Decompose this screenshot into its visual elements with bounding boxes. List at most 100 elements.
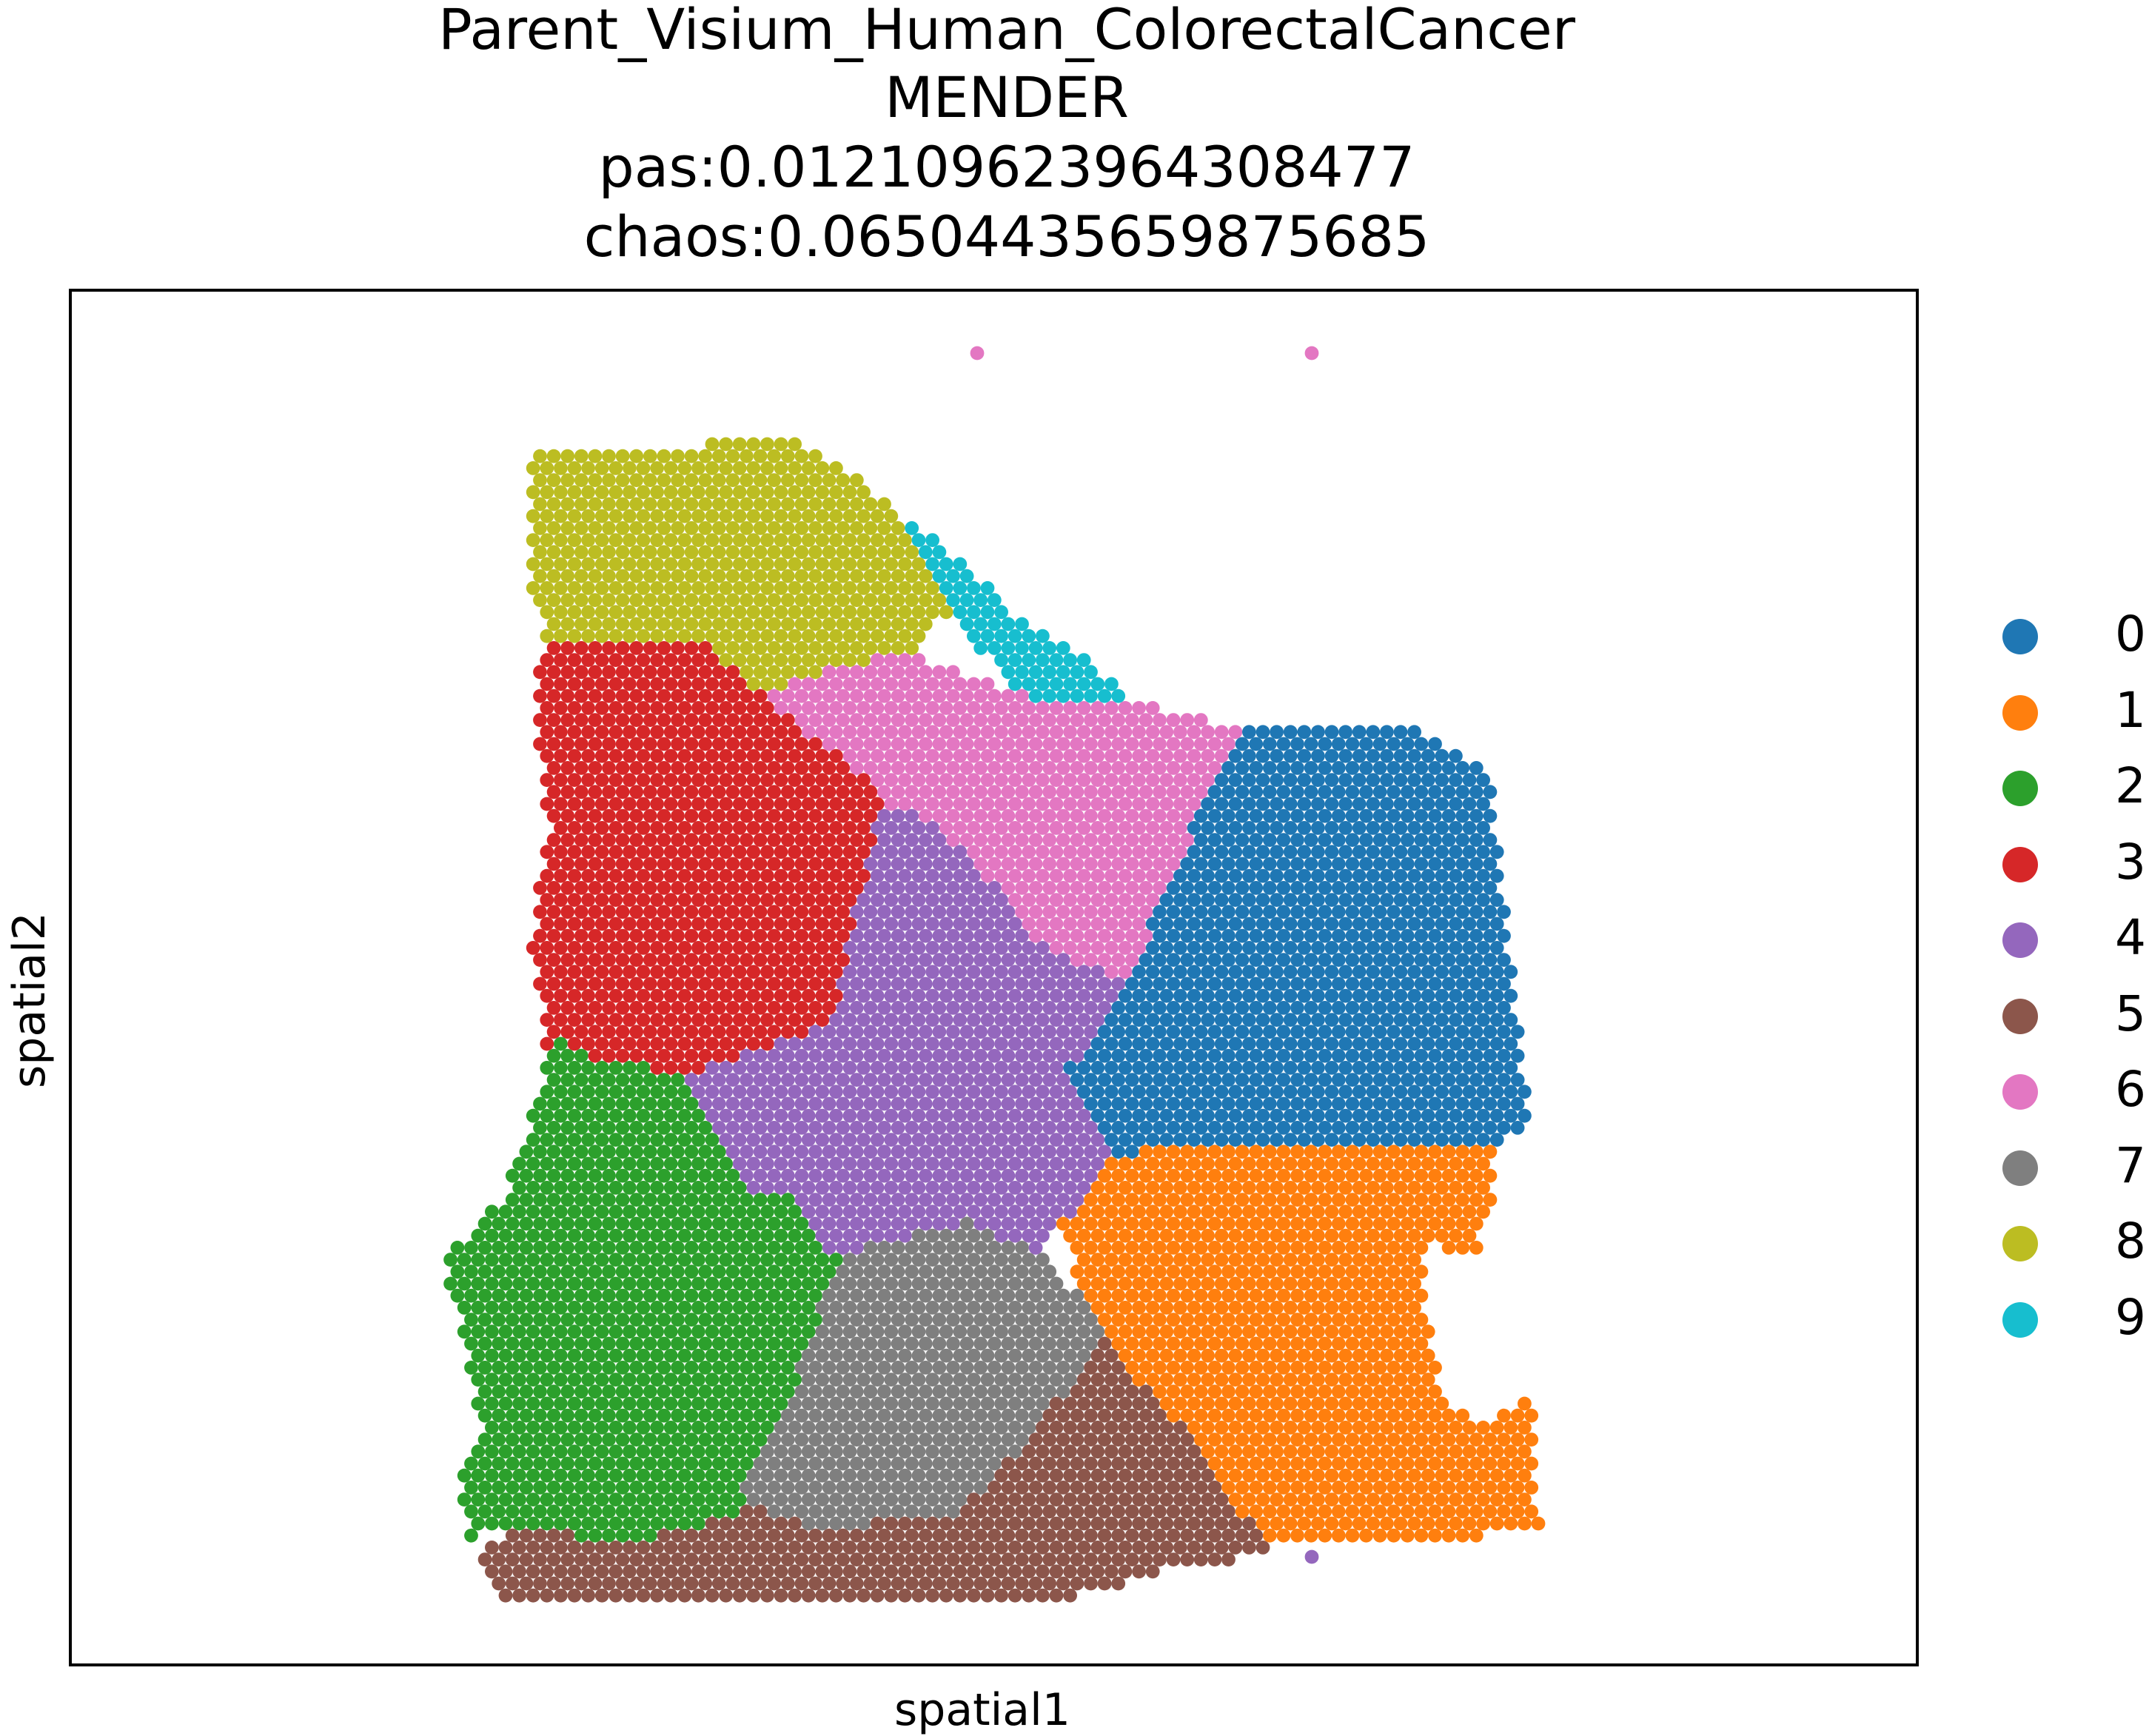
spot-point-cluster-6	[960, 833, 974, 847]
spot-point-cluster-3	[629, 1025, 643, 1039]
spot-point-cluster-4	[898, 1085, 912, 1099]
spot-point-cluster-3	[616, 905, 630, 919]
spot-point-cluster-4	[1015, 953, 1029, 967]
spot-point-cluster-2	[760, 1301, 774, 1315]
spot-point-cluster-1	[1387, 1337, 1401, 1351]
spot-point-cluster-0	[1236, 761, 1250, 775]
spot-point-cluster-0	[1325, 1037, 1339, 1051]
spot-point-cluster-0	[1394, 821, 1408, 835]
spot-point-cluster-4	[836, 1025, 850, 1039]
spot-point-cluster-6	[1194, 761, 1208, 775]
spot-point-cluster-0	[1236, 1049, 1250, 1063]
spot-point-cluster-6	[1132, 869, 1146, 883]
spot-point-cluster-6	[919, 665, 933, 679]
spot-point-cluster-3	[774, 989, 788, 1003]
spot-point-cluster-1	[1221, 1409, 1236, 1423]
spot-point-cluster-3	[815, 773, 829, 787]
spot-point-cluster-3	[602, 689, 616, 703]
spot-point-cluster-2	[671, 1409, 685, 1423]
spot-point-cluster-5	[1111, 1384, 1125, 1398]
spot-point-cluster-7	[1015, 1289, 1029, 1303]
spot-point-cluster-0	[1366, 773, 1380, 787]
spot-point-cluster-4	[898, 845, 912, 859]
spot-point-cluster-8	[829, 557, 843, 572]
spot-point-cluster-7	[994, 1349, 1008, 1363]
spot-point-cluster-3	[705, 1037, 720, 1051]
spot-point-cluster-3	[643, 953, 657, 967]
spot-point-cluster-2	[499, 1204, 513, 1219]
spot-point-cluster-2	[754, 1313, 768, 1327]
spot-point-cluster-5	[1077, 1373, 1091, 1387]
spot-point-cluster-6	[1125, 857, 1139, 871]
spot-point-cluster-8	[767, 545, 781, 559]
spot-point-cluster-6	[1063, 701, 1077, 715]
spot-point-cluster-2	[802, 1253, 816, 1267]
spot-point-cluster-2	[560, 1384, 574, 1398]
spot-point-cluster-4	[1063, 1109, 1077, 1123]
spot-point-cluster-3	[802, 845, 816, 859]
spot-point-cluster-8	[788, 629, 802, 643]
spot-point-cluster-0	[1256, 989, 1270, 1003]
spot-point-cluster-4	[1002, 1121, 1016, 1135]
spot-point-cluster-4	[988, 977, 1002, 991]
spot-point-cluster-0	[1407, 917, 1421, 931]
spot-point-cluster-2	[733, 1229, 747, 1243]
spot-point-cluster-4	[1050, 1204, 1064, 1219]
spot-point-cluster-4	[1042, 1001, 1056, 1015]
spot-point-cluster-6	[1132, 749, 1146, 763]
spot-point-cluster-2	[547, 1313, 561, 1327]
spot-point-cluster-2	[657, 1073, 671, 1087]
spot-point-cluster-2	[726, 1169, 740, 1183]
spot-point-cluster-8	[829, 653, 843, 667]
spot-point-cluster-6	[1077, 917, 1091, 931]
spot-point-cluster-4	[1077, 1037, 1091, 1051]
spot-point-cluster-1	[1277, 1217, 1291, 1231]
spot-point-cluster-8	[629, 449, 643, 463]
spot-point-cluster-6	[1056, 761, 1070, 775]
spot-point-cluster-3	[560, 689, 574, 703]
spot-point-cluster-3	[609, 845, 623, 859]
spot-point-cluster-3	[822, 929, 837, 943]
spot-point-cluster-6	[1153, 809, 1167, 823]
spot-point-cluster-8	[808, 521, 822, 535]
spot-point-cluster-7	[973, 1313, 988, 1327]
spot-point-cluster-2	[657, 1193, 671, 1207]
spot-point-cluster-2	[616, 1241, 630, 1255]
spot-point-cluster-3	[760, 965, 774, 979]
spot-point-cluster-4	[802, 1181, 816, 1195]
spot-point-cluster-0	[1221, 761, 1236, 775]
spot-point-cluster-0	[1098, 1097, 1112, 1111]
spot-point-cluster-4	[919, 1193, 933, 1207]
spot-point-cluster-4	[994, 1109, 1008, 1123]
spot-point-cluster-8	[856, 581, 871, 595]
spot-point-cluster-3	[637, 1037, 651, 1051]
spot-point-cluster-0	[1318, 785, 1332, 799]
spot-point-cluster-3	[740, 929, 754, 943]
spot-point-cluster-4	[802, 1133, 816, 1147]
spot-point-cluster-3	[774, 869, 788, 883]
spot-point-cluster-0	[1325, 773, 1339, 787]
spot-point-cluster-2	[637, 1157, 651, 1171]
spot-point-cluster-1	[1338, 1204, 1352, 1219]
spot-point-cluster-3	[589, 1025, 603, 1039]
spot-point-cluster-7	[939, 1324, 953, 1338]
spot-point-cluster-4	[967, 1181, 981, 1195]
spot-point-cluster-0	[1194, 857, 1208, 871]
spot-point-cluster-0	[1352, 1085, 1367, 1099]
spot-point-cluster-6	[1090, 749, 1104, 763]
spot-point-cluster-3	[677, 1061, 691, 1075]
spot-point-cluster-1	[1263, 1361, 1277, 1375]
spot-point-cluster-8	[829, 461, 843, 475]
spot-point-cluster-4	[760, 1181, 774, 1195]
spot-point-cluster-2	[526, 1277, 540, 1291]
spot-point-cluster-0	[1208, 1097, 1222, 1111]
spot-point-cluster-2	[781, 1241, 795, 1255]
spot-point-cluster-2	[512, 1324, 526, 1338]
spot-point-cluster-0	[1201, 941, 1215, 955]
spot-point-cluster-2	[767, 1337, 781, 1351]
spot-point-cluster-7	[871, 1349, 885, 1363]
spot-point-cluster-6	[815, 725, 829, 739]
spot-point-cluster-7	[1022, 1421, 1036, 1435]
spot-point-cluster-3	[691, 1037, 705, 1051]
spot-point-cluster-0	[1270, 989, 1284, 1003]
